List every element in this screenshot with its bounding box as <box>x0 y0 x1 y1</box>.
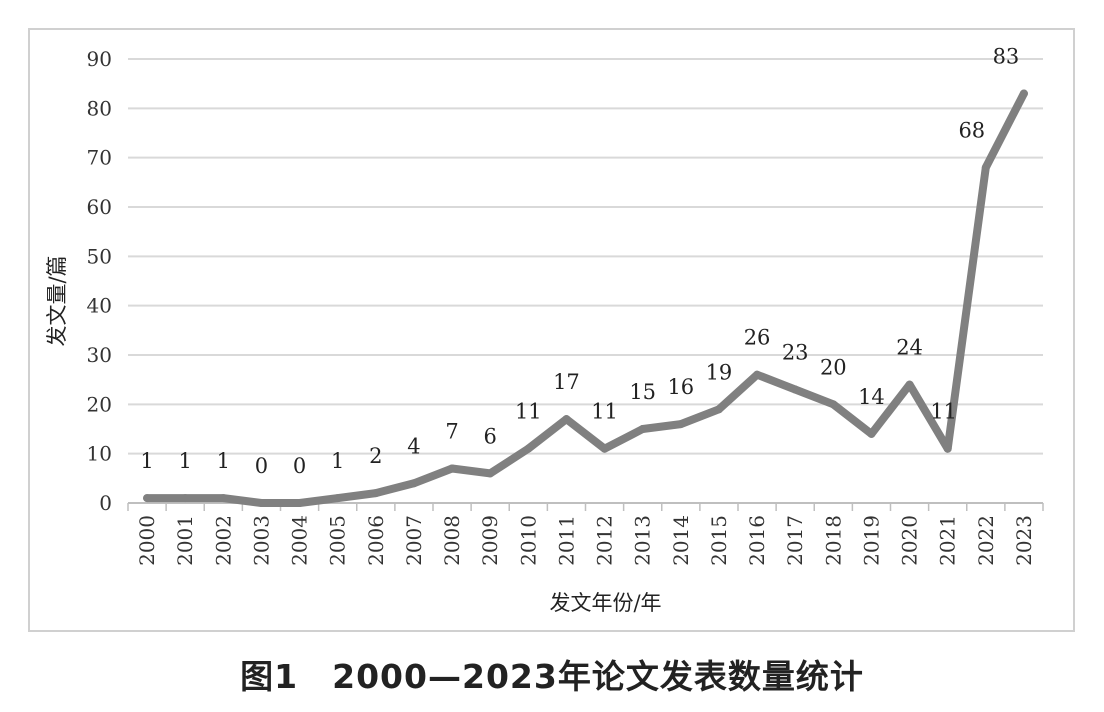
y-tick-label: 0 <box>99 491 112 515</box>
data-point <box>486 469 495 478</box>
data-label: 6 <box>484 424 497 448</box>
x-tick-label: 2002 <box>211 515 235 566</box>
data-point <box>257 499 266 507</box>
data-label: 11 <box>930 400 957 424</box>
data-point <box>562 415 571 424</box>
figure-caption: 图1 2000—2023年论文发表数量统计 <box>240 657 864 696</box>
data-point <box>905 380 914 389</box>
data-label: 2 <box>369 444 382 468</box>
data-point <box>753 370 762 379</box>
data-label: 1 <box>217 449 230 473</box>
data-point <box>1019 89 1028 98</box>
y-axis-title: 发文量/篇 <box>45 255 69 346</box>
y-tick-label: 10 <box>87 442 112 466</box>
data-label: 0 <box>255 454 268 478</box>
data-label: 23 <box>782 341 809 365</box>
data-label: 17 <box>553 370 580 394</box>
x-tick-label: 2001 <box>173 515 197 566</box>
data-label: 1 <box>179 449 192 473</box>
data-label: 16 <box>667 375 694 399</box>
data-point <box>219 494 228 503</box>
chart-frame <box>28 28 1075 632</box>
data-point <box>409 479 418 488</box>
data-point <box>714 405 723 414</box>
data-point <box>600 444 609 453</box>
x-tick-label: 2009 <box>478 515 502 566</box>
data-point <box>638 425 647 433</box>
x-tick-label: 2016 <box>745 515 769 566</box>
data-label: 19 <box>706 360 733 384</box>
x-tick-label: 2021 <box>936 515 960 566</box>
x-tick-label: 2015 <box>707 515 731 566</box>
data-label: 24 <box>896 336 923 360</box>
x-axis-title: 发文年份/年 <box>549 591 661 615</box>
data-point <box>448 464 457 473</box>
x-tick-label: 2000 <box>135 515 159 566</box>
y-tick-label: 70 <box>87 146 112 170</box>
data-label: 26 <box>744 326 771 350</box>
y-tick-label: 30 <box>87 343 112 367</box>
data-label: 7 <box>445 419 458 443</box>
x-tick-label: 2003 <box>249 515 273 566</box>
y-tick-label: 80 <box>87 96 112 120</box>
data-label: 1 <box>140 449 153 473</box>
data-point <box>981 163 990 172</box>
y-tick-label: 60 <box>87 195 112 219</box>
x-tick-label: 2022 <box>974 515 998 566</box>
y-tick-label: 20 <box>87 392 112 416</box>
y-tick-label: 90 <box>87 47 112 71</box>
series-line <box>143 89 1028 507</box>
data-point <box>943 444 952 453</box>
data-point <box>333 494 342 503</box>
x-tick-label: 2023 <box>1012 515 1036 566</box>
y-tick-label: 40 <box>87 294 112 318</box>
x-tick-label: 2014 <box>669 515 693 566</box>
data-label: 68 <box>958 119 985 143</box>
data-label: 11 <box>591 400 618 424</box>
x-tick-label: 2008 <box>440 515 464 566</box>
data-point <box>791 385 800 394</box>
x-tick-label: 2007 <box>402 515 426 566</box>
x-tick-label: 2005 <box>326 515 350 566</box>
data-point <box>524 444 533 453</box>
data-label: 11 <box>515 400 542 424</box>
x-tick-label: 2012 <box>593 515 617 566</box>
data-label: 20 <box>820 355 847 379</box>
data-point <box>867 429 876 438</box>
x-tick-label: 2013 <box>631 515 655 566</box>
data-point <box>143 494 152 503</box>
x-tick-label: 2006 <box>364 515 388 566</box>
x-tick-label: 2019 <box>859 515 883 566</box>
x-tick-label: 2011 <box>554 515 578 566</box>
data-label: 83 <box>993 45 1020 69</box>
data-label: 14 <box>858 385 885 409</box>
x-tick-label: 2010 <box>516 515 540 566</box>
data-label: 4 <box>407 434 420 458</box>
data-point <box>676 420 685 429</box>
data-label: 0 <box>293 454 306 478</box>
data-point <box>181 494 190 503</box>
x-tick-label: 2020 <box>898 515 922 566</box>
x-tick-label: 2018 <box>821 515 845 566</box>
data-point <box>295 499 304 507</box>
data-point <box>829 400 838 409</box>
data-label: 15 <box>629 380 656 404</box>
data-label: 1 <box>331 449 344 473</box>
x-tick-label: 2004 <box>288 515 312 566</box>
x-tick-label: 2017 <box>783 515 807 566</box>
y-tick-label: 50 <box>87 244 112 268</box>
data-point <box>371 489 380 498</box>
